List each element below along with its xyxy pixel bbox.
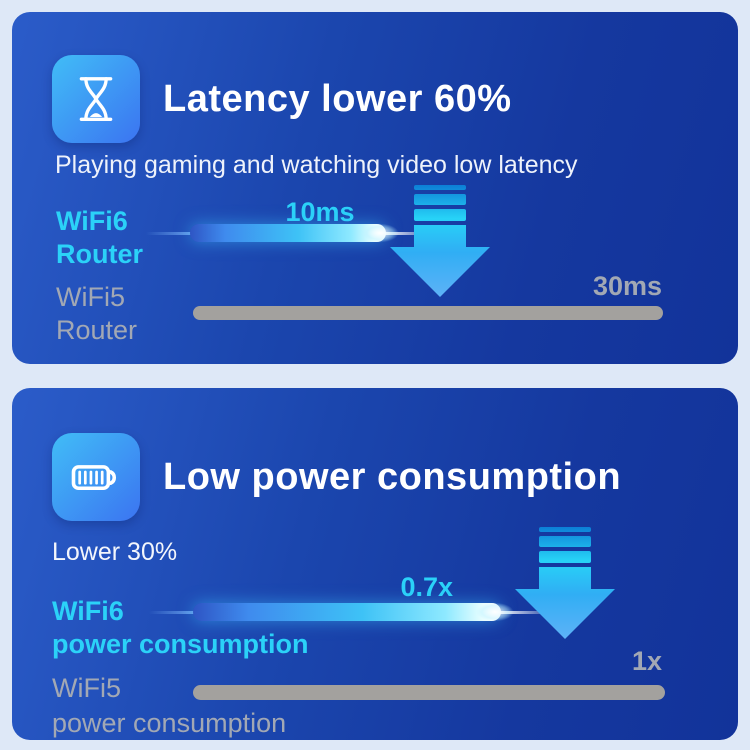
label-line: power consumption: [52, 708, 287, 738]
latency-title: Latency lower 60%: [163, 77, 512, 120]
wifi5-power-bar: [193, 685, 665, 700]
wifi6-power-value: 0.7x: [400, 572, 453, 602]
comet-flare: [469, 599, 521, 625]
label-line: WiFi5: [56, 282, 125, 312]
label-line: WiFi6: [56, 206, 128, 236]
hourglass-icon: [52, 55, 140, 143]
label-line: power consumption: [52, 629, 309, 659]
comet-tail: [146, 232, 194, 235]
down-arrow-icon: [515, 527, 615, 639]
label-line: WiFi6: [52, 596, 124, 626]
wifi6-latency-bar: [146, 220, 442, 246]
latency-panel: Latency lower 60% Playing gaming and wat…: [12, 12, 738, 364]
comet-body: [190, 224, 386, 242]
label-line: WiFi5: [52, 673, 121, 703]
comet-flare: [354, 220, 406, 246]
power-subtitle: Lower 30%: [52, 538, 178, 566]
wifi6-power-bar: [149, 599, 557, 625]
wifi5-router-label: WiFi5 Router: [56, 281, 137, 347]
power-header: Low power consumption: [52, 433, 621, 521]
wifi5-power-value: 1x: [631, 646, 662, 676]
label-line: Router: [56, 239, 143, 269]
comet-body: [193, 603, 501, 621]
down-arrow-icon: [390, 185, 490, 297]
power-panel: Low power consumption Lower 30% 0.7x WiF…: [12, 388, 738, 740]
comet-tail: [384, 232, 442, 235]
wifi5-power-label: WiFi5 power consumption: [52, 671, 286, 740]
battery-icon: [52, 433, 140, 521]
latency-subtitle: Playing gaming and watching video low la…: [55, 151, 578, 179]
wifi5-latency-bar: [193, 306, 663, 320]
power-title: Low power consumption: [163, 455, 622, 498]
label-line: Router: [56, 315, 138, 345]
wifi6-power-label: WiFi6 power consumption: [52, 595, 309, 661]
latency-header: Latency lower 60%: [52, 55, 512, 143]
comet-tail: [499, 611, 557, 614]
wifi5-latency-value: 30ms: [592, 271, 662, 301]
wifi6-latency-value: 10ms: [285, 197, 355, 227]
wifi6-router-label: WiFi6 Router: [56, 205, 143, 271]
comet-tail: [149, 611, 197, 614]
